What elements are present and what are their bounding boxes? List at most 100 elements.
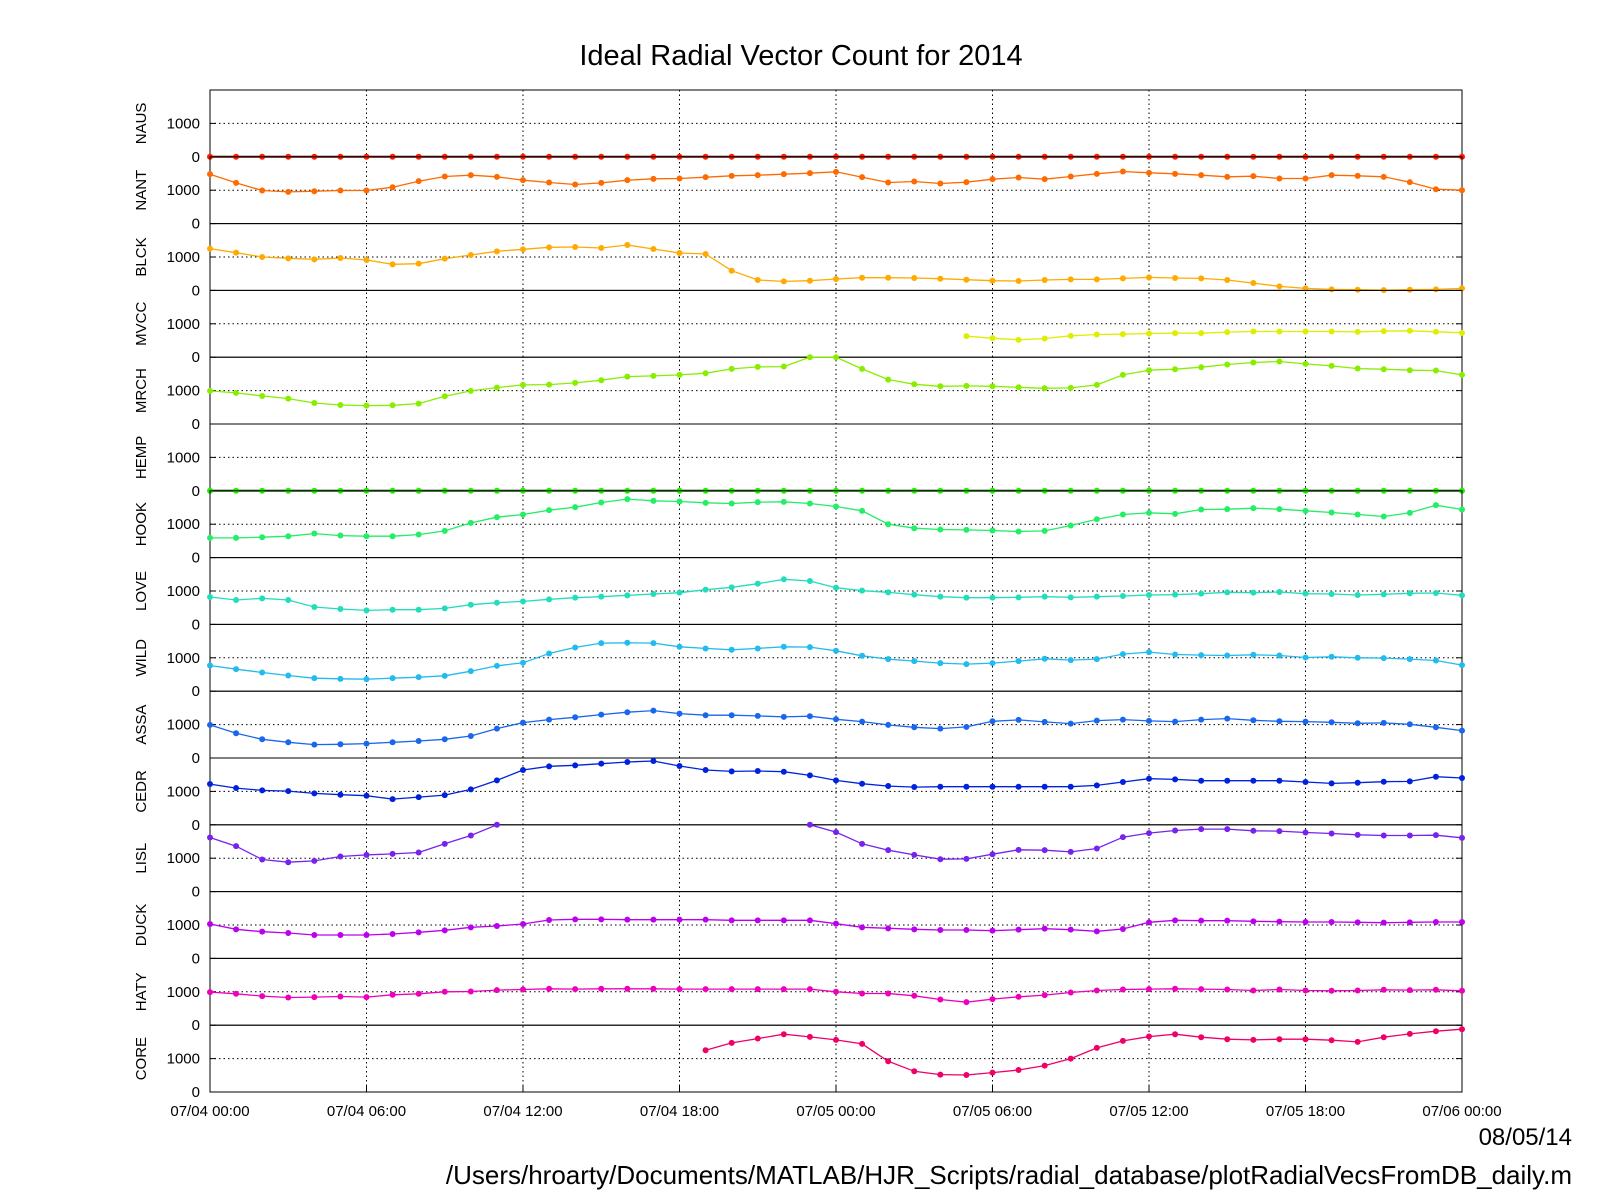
data-point <box>963 526 970 533</box>
data-point <box>1067 720 1074 727</box>
data-point <box>1146 169 1152 176</box>
data-point <box>285 788 292 795</box>
data-point <box>1224 652 1231 659</box>
series-line <box>209 244 1463 291</box>
data-point <box>937 996 944 1003</box>
y-tick-label: 1000 <box>167 650 200 667</box>
data-point <box>1459 662 1465 669</box>
data-point <box>1119 1037 1126 1044</box>
data-point <box>415 178 422 185</box>
data-point <box>1093 928 1100 935</box>
data-point <box>989 718 996 725</box>
data-point <box>311 399 318 406</box>
panel-duck: 0 1000 DUCK <box>133 891 1465 967</box>
data-point <box>911 525 918 532</box>
data-point <box>989 277 996 284</box>
data-point <box>624 592 631 599</box>
data-point <box>441 927 448 934</box>
station-label: LISL <box>133 843 150 874</box>
data-point <box>285 672 292 679</box>
data-point <box>1093 656 1100 663</box>
data-point <box>415 929 422 936</box>
data-point <box>389 675 396 682</box>
panel-blck: 0 1000 BLCK <box>133 223 1465 299</box>
data-point <box>1250 987 1257 994</box>
data-point <box>546 985 553 992</box>
data-point <box>963 927 970 934</box>
data-point <box>1432 502 1439 509</box>
data-point <box>233 597 240 604</box>
y-tick-label: 0 <box>192 483 200 500</box>
data-point <box>441 255 448 262</box>
data-point <box>806 986 813 993</box>
data-point <box>963 855 970 862</box>
data-point <box>415 674 422 681</box>
data-point <box>780 576 787 583</box>
data-point <box>520 246 526 253</box>
data-point <box>1432 328 1439 335</box>
data-point <box>1119 986 1126 993</box>
data-point <box>833 716 839 723</box>
data-point <box>650 591 657 598</box>
data-point <box>1015 1066 1022 1073</box>
data-point <box>572 986 579 993</box>
data-point <box>467 786 474 793</box>
data-point <box>1041 176 1048 183</box>
data-point <box>1328 830 1335 837</box>
data-point <box>1328 172 1335 179</box>
data-point <box>989 783 996 790</box>
data-point <box>441 792 448 799</box>
data-point <box>1172 366 1179 373</box>
data-point <box>1093 331 1100 338</box>
data-point <box>1459 285 1465 292</box>
data-point <box>1172 651 1179 658</box>
data-point <box>859 840 866 847</box>
data-point <box>1328 362 1335 369</box>
data-point <box>1172 776 1179 783</box>
data-point <box>859 274 866 281</box>
data-point <box>1432 286 1439 293</box>
data-point <box>520 659 526 666</box>
station-label: MRCH <box>133 368 150 413</box>
data-point <box>1198 986 1205 993</box>
y-tick-label: 1000 <box>167 516 200 533</box>
data-point <box>467 251 474 258</box>
data-point <box>467 832 474 839</box>
data-point <box>337 401 344 408</box>
data-point <box>493 599 500 606</box>
data-point <box>911 724 918 731</box>
panel-naus: 0 1000 NAUS <box>133 89 1465 166</box>
data-point <box>207 721 213 728</box>
data-point <box>598 377 605 384</box>
data-point <box>1459 592 1465 599</box>
data-point <box>259 534 266 541</box>
data-point <box>311 256 318 263</box>
data-point <box>1041 925 1048 932</box>
data-point <box>1224 917 1231 924</box>
data-point <box>233 249 240 256</box>
data-point <box>1380 591 1387 598</box>
data-point <box>859 652 866 659</box>
data-point <box>780 363 787 370</box>
data-point <box>1354 654 1361 661</box>
data-point <box>1198 330 1205 337</box>
data-point <box>363 257 370 264</box>
data-point <box>650 985 657 992</box>
data-point <box>1198 917 1205 924</box>
data-point <box>389 991 396 998</box>
x-tick-label: 07/04 12:00 <box>483 1103 562 1120</box>
data-point <box>676 916 683 923</box>
data-point <box>702 986 709 993</box>
data-point <box>859 990 866 997</box>
data-point <box>885 783 892 790</box>
data-point <box>885 274 892 281</box>
data-point <box>1224 826 1231 833</box>
data-point <box>1119 593 1126 600</box>
data-point <box>1380 778 1387 785</box>
data-point <box>1459 834 1465 841</box>
data-point <box>1093 1044 1100 1051</box>
data-point <box>1067 522 1074 529</box>
station-label: CORE <box>133 1037 150 1080</box>
data-point <box>911 658 918 665</box>
data-point <box>702 499 709 506</box>
